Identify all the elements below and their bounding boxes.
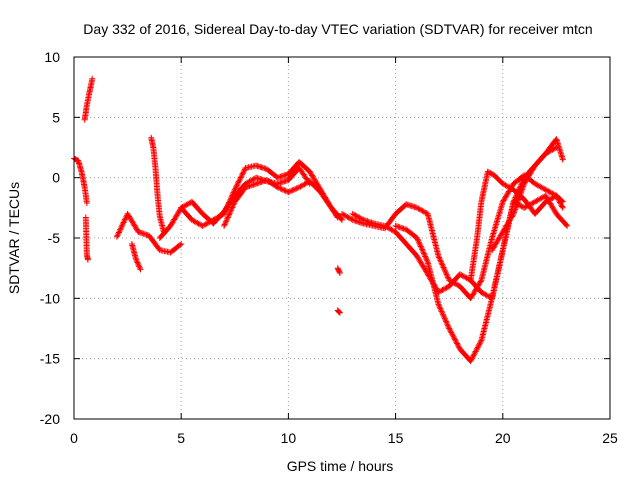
series-track-k	[334, 307, 343, 316]
data-points	[71, 75, 571, 365]
x-tick-label: 5	[177, 430, 185, 446]
chart-title: Day 332 of 2016, Sidereal Day-to-day VTE…	[83, 21, 592, 37]
series-markers	[221, 177, 345, 229]
x-tick-label: 25	[602, 430, 618, 446]
series-markers	[113, 210, 185, 256]
x-tick-label: 10	[281, 430, 297, 446]
x-tick-label: 15	[388, 430, 404, 446]
series-markers	[467, 168, 566, 284]
series-markers	[489, 144, 560, 254]
y-tick-label: -20	[40, 411, 60, 427]
series-markers	[128, 241, 144, 273]
series-track-o	[467, 168, 566, 284]
axes: 0 5 10 15 20 25 -20 -15 -10 -5 0 5 10	[40, 49, 618, 446]
series-markers	[334, 265, 343, 276]
series-track-d	[113, 210, 185, 256]
series-track-c	[82, 214, 91, 263]
x-tick-label: 20	[495, 430, 511, 446]
series-track-i	[221, 177, 345, 229]
y-tick-label: -5	[48, 230, 61, 246]
series-markers	[334, 307, 343, 316]
series-markers	[148, 134, 167, 237]
series-track-p	[489, 144, 560, 254]
series-track-f	[148, 134, 167, 237]
series-markers	[82, 214, 91, 263]
x-tick-label: 0	[70, 430, 78, 446]
series-track-e	[128, 241, 144, 273]
y-tick-label: -10	[40, 290, 60, 306]
series-markers	[81, 75, 96, 123]
y-tick-label: 5	[52, 109, 60, 125]
x-axis-label: GPS time / hours	[287, 458, 394, 474]
y-tick-label: -15	[40, 351, 60, 367]
series-track-b	[81, 75, 96, 123]
y-tick-label: 0	[52, 170, 60, 186]
y-tick-label: 10	[44, 49, 60, 65]
y-axis-label: SDTVAR / TECUs	[6, 182, 22, 294]
series-track-j	[334, 265, 343, 276]
